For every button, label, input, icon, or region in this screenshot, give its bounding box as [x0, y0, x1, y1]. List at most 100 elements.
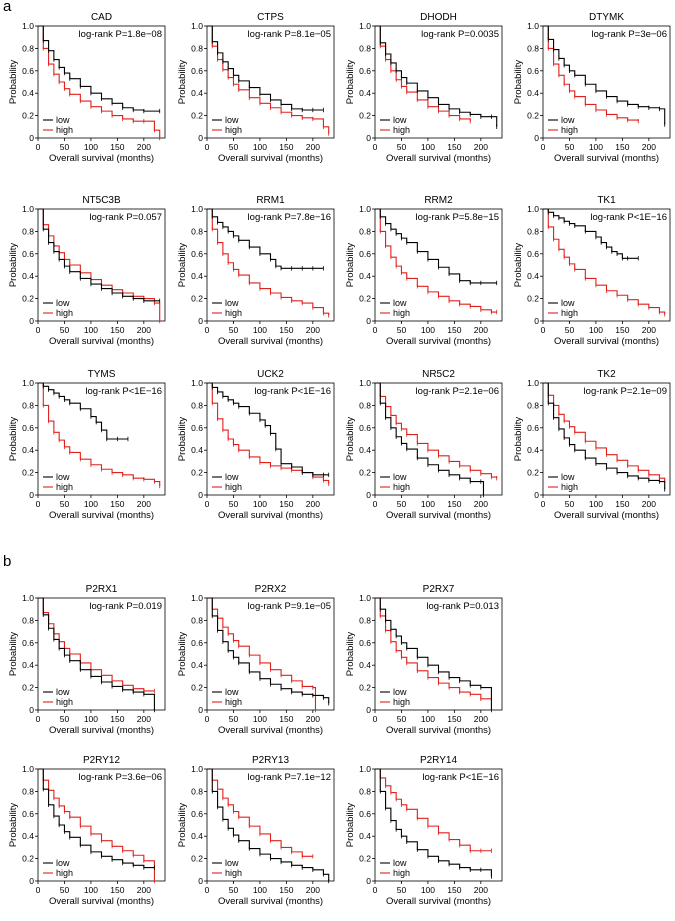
plot-frame [37, 25, 166, 139]
logrank-annotation: log-rank P=9.1e−05 [248, 601, 331, 612]
y-tick-label: 0.8 [22, 226, 34, 236]
y-tick-label: 0.8 [191, 400, 203, 410]
km-curve-high [207, 768, 313, 857]
x-tick-label: 50 [565, 325, 575, 335]
x-tick-label: 100 [84, 714, 98, 724]
x-tick-label: 50 [60, 142, 70, 152]
y-tick-label: 0.4 [359, 660, 371, 670]
km-chart-ctps: CTPS log-rank P=8.1e−05 0 50 100 150 200 0 0.2 0.… [177, 12, 335, 164]
y-tick-label: 0.6 [527, 66, 539, 76]
logrank-annotation: log-rank P=5.8e−15 [416, 212, 499, 223]
y-axis-label: Probability [8, 243, 19, 288]
legend-label-low: low [225, 115, 239, 125]
x-tick-label: 200 [474, 325, 488, 335]
km-chart-rrm1: RRM1 log-rank P=7.8e−16 0 50 100 150 200 0 0.2 0.… [177, 195, 335, 347]
x-tick-label: 200 [306, 499, 320, 509]
x-tick-label: 0 [36, 142, 41, 152]
y-tick-label: 0.4 [527, 445, 539, 455]
chart-title: NR5C2 [422, 369, 455, 380]
km-curve-high [207, 208, 330, 316]
chart-title: P2RX7 [423, 584, 455, 595]
y-tick-label: 1.0 [527, 204, 539, 214]
km-curve-low [543, 382, 666, 490]
x-tick-label: 150 [615, 142, 629, 152]
plot-frame [206, 768, 335, 882]
y-tick-label: 0.2 [22, 683, 34, 693]
y-tick-label: 0.4 [191, 660, 203, 670]
x-tick-label: 50 [60, 325, 70, 335]
chart-title: NT5C3B [82, 195, 121, 206]
y-tick-label: 1.0 [359, 378, 371, 388]
x-tick-label: 100 [421, 142, 435, 152]
plot-frame [206, 597, 335, 711]
x-tick-label: 0 [373, 714, 378, 724]
x-tick-label: 100 [589, 499, 603, 509]
km-curve-high [375, 208, 497, 313]
x-tick-label: 0 [541, 499, 546, 509]
y-tick-label: 0 [534, 133, 539, 143]
y-tick-label: 0.2 [22, 111, 34, 121]
x-axis-label: Overall survival (months) [386, 725, 491, 736]
x-tick-label: 200 [474, 714, 488, 724]
y-axis-label: Probability [8, 632, 19, 677]
y-tick-label: 0.6 [359, 423, 371, 433]
chart-title: CAD [91, 12, 112, 23]
plot-frame [37, 208, 166, 322]
x-tick-label: 200 [137, 885, 151, 895]
y-tick-label: 0.8 [359, 400, 371, 410]
y-tick-label: 0.6 [22, 249, 34, 259]
x-tick-label: 200 [474, 499, 488, 509]
logrank-annotation: log-rank P=0.057 [89, 212, 162, 223]
x-tick-label: 50 [565, 142, 575, 152]
logrank-annotation: log-rank P=1.8e−08 [79, 29, 162, 40]
y-tick-label: 1.0 [191, 204, 203, 214]
x-tick-label: 50 [397, 325, 407, 335]
legend-label-low: low [561, 115, 575, 125]
logrank-annotation: log-rank P=8.1e−05 [248, 29, 331, 40]
legend-label-high: high [393, 697, 410, 707]
y-tick-label: 0.8 [22, 43, 34, 53]
y-tick-label: 0.4 [527, 88, 539, 98]
y-tick-label: 0.4 [359, 88, 371, 98]
legend-label-low: low [56, 298, 70, 308]
y-tick-label: 1.0 [359, 21, 371, 31]
x-tick-label: 50 [397, 885, 407, 895]
x-tick-label: 150 [110, 885, 124, 895]
x-tick-label: 100 [84, 499, 98, 509]
y-axis-label: Probability [177, 632, 188, 677]
km-curve-low [38, 768, 155, 869]
y-tick-label: 0 [366, 316, 371, 326]
legend-label-low: low [393, 298, 407, 308]
km-curve-low [207, 768, 330, 881]
km-chart-p2ry14: P2RY14 log-rank P<1E−16 0 50 100 150 200 0 0.2 0.… [345, 755, 503, 907]
y-axis-label: Probability [513, 417, 524, 462]
y-tick-label: 0.6 [359, 249, 371, 259]
x-axis-label: Overall survival (months) [554, 153, 659, 164]
y-axis-label: Probability [345, 60, 356, 105]
y-tick-label: 0.2 [359, 111, 371, 121]
x-tick-label: 100 [84, 142, 98, 152]
y-tick-label: 0.2 [359, 683, 371, 693]
legend-label-high: high [561, 482, 578, 492]
x-axis-label: Overall survival (months) [386, 510, 491, 521]
legend-label-high: high [56, 482, 73, 492]
x-tick-label: 50 [565, 499, 575, 509]
y-tick-label: 0.8 [191, 786, 203, 796]
y-tick-label: 0.8 [527, 400, 539, 410]
x-tick-label: 50 [229, 885, 239, 895]
y-tick-label: 0 [366, 876, 371, 886]
plot-frame [542, 382, 671, 496]
logrank-annotation: log-rank P=0.013 [426, 601, 499, 612]
legend-label-low: low [56, 858, 70, 868]
x-tick-label: 50 [229, 714, 239, 724]
legend-label-high: high [393, 482, 410, 492]
y-tick-label: 0 [29, 133, 34, 143]
x-tick-label: 200 [642, 499, 656, 509]
legend-label-high: high [561, 125, 578, 135]
y-tick-label: 0.4 [22, 88, 34, 98]
y-tick-label: 0 [534, 316, 539, 326]
y-tick-label: 0.6 [22, 638, 34, 648]
legend-label-low: low [225, 472, 239, 482]
chart-title: P2RY12 [83, 755, 121, 766]
